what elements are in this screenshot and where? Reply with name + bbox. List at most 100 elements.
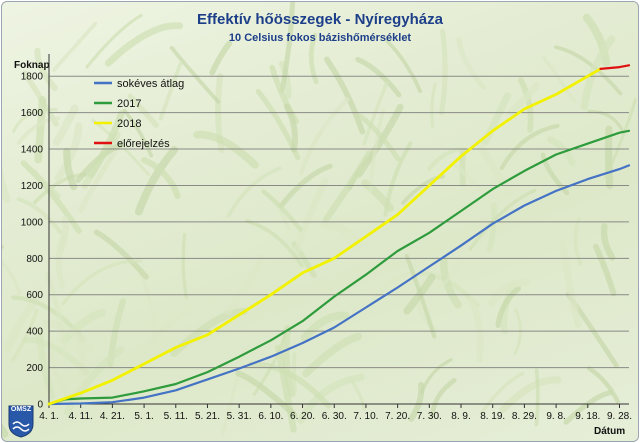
background-leaf (436, 260, 460, 290)
background-leaf (534, 368, 540, 427)
background-leaf (600, 223, 616, 261)
x-tick-label: 6. 10. (258, 411, 283, 422)
background-leaf (122, 108, 154, 158)
background-leaf (220, 355, 244, 436)
background-leaf (586, 366, 620, 404)
background-leaf (2, 259, 22, 296)
legend-label: előrejelzés (117, 138, 170, 150)
background-leaf (141, 156, 181, 200)
series-line-2 (47, 67, 602, 406)
background-leaf (300, 311, 350, 342)
background-leaf (291, 177, 329, 262)
background-leaf (479, 371, 525, 416)
background-leaf (52, 104, 79, 146)
background-leaf (274, 344, 297, 433)
background-leaf (93, 229, 149, 280)
background-leaf (368, 270, 417, 308)
background-leaf (468, 188, 537, 251)
y-tick-label: 1600 (21, 108, 44, 119)
background-leaf (61, 259, 143, 306)
background-leaf (450, 161, 490, 198)
background-leaf (134, 145, 179, 216)
x-tick-label: 8. 29. (512, 411, 537, 422)
background-leaf (31, 168, 62, 199)
background-leaf (35, 328, 56, 400)
background-leaf (282, 324, 296, 397)
background-leaf (357, 113, 401, 162)
series-line-3 (599, 64, 631, 71)
background-leaf (12, 107, 58, 133)
background-leaf (355, 56, 402, 98)
x-tick-label: 9. 8. (546, 411, 565, 422)
background-leaf (10, 308, 39, 363)
background-leaf (279, 60, 292, 100)
background-leaf (104, 22, 184, 67)
background-leaf (482, 92, 512, 145)
background-leaf (604, 98, 637, 179)
background-leaf (587, 109, 624, 132)
background-leaf (507, 82, 540, 117)
background-leaf (385, 39, 423, 94)
background-leaf (604, 125, 614, 190)
background-leaf (368, 108, 386, 194)
background-leaf (361, 179, 394, 212)
background-leaf (85, 13, 143, 69)
y-tick-label: 200 (26, 363, 43, 374)
background-leaf (593, 243, 617, 297)
background-leaf (573, 217, 583, 266)
background-leaf (34, 47, 58, 91)
background-leaf (21, 336, 91, 376)
y-tick-label: 800 (26, 254, 43, 265)
background-leaf (181, 233, 188, 299)
omsz-logo (8, 405, 34, 438)
background-leaf (137, 268, 157, 339)
background-leaf (495, 285, 522, 329)
background-leaf (261, 189, 303, 232)
background-leaf (297, 373, 365, 424)
background-leaf (559, 240, 582, 329)
y-tick-label: 0 (37, 400, 43, 411)
y-tick-label: 1800 (21, 72, 44, 83)
background-leaf (44, 271, 68, 361)
background-leaf (127, 93, 159, 128)
background-leaf (517, 77, 534, 133)
chart-subtitle: 10 Celsius fokos bázishőmérséklet (228, 32, 412, 44)
background-leaf (554, 45, 623, 96)
background-leaf (16, 197, 63, 235)
x-tick-label: 5. 21. (195, 411, 220, 422)
background-leaf (291, 352, 297, 394)
background-leaf (408, 381, 425, 422)
background-leaf (279, 2, 296, 94)
background-leaf (147, 310, 191, 346)
y-tick-label: 1000 (21, 217, 44, 228)
background-leaf (226, 166, 282, 218)
series-line-1 (47, 129, 631, 406)
background-leaf (468, 296, 484, 363)
x-tick-label: 4. 21. (100, 411, 125, 422)
x-tick-label: 9. 28. (607, 411, 632, 422)
background-leaf (2, 133, 11, 203)
background-leaf (54, 122, 83, 182)
background-leaf (488, 277, 531, 308)
background-leaf (298, 97, 350, 176)
background-leaf (582, 13, 611, 67)
background-leaf (16, 116, 61, 145)
x-tick-label: 4. 1. (39, 411, 58, 422)
background-leaf (486, 202, 498, 253)
legend-label: 2017 (117, 98, 141, 110)
x-tick-label: 5. 11. (164, 411, 188, 422)
y-tick-label: 400 (26, 327, 43, 338)
background-leaf (193, 130, 259, 169)
background-leaf (169, 45, 221, 104)
background-leaf (158, 61, 183, 121)
chart-title: Effektív hőösszegek - Nyíregyháza (197, 11, 443, 28)
background-leaf (513, 308, 522, 356)
background-leaf (60, 308, 106, 344)
background-leaf (63, 147, 78, 191)
background-leaf (283, 103, 298, 153)
y-tick-label: 600 (26, 290, 43, 301)
background-leaf (235, 370, 298, 418)
